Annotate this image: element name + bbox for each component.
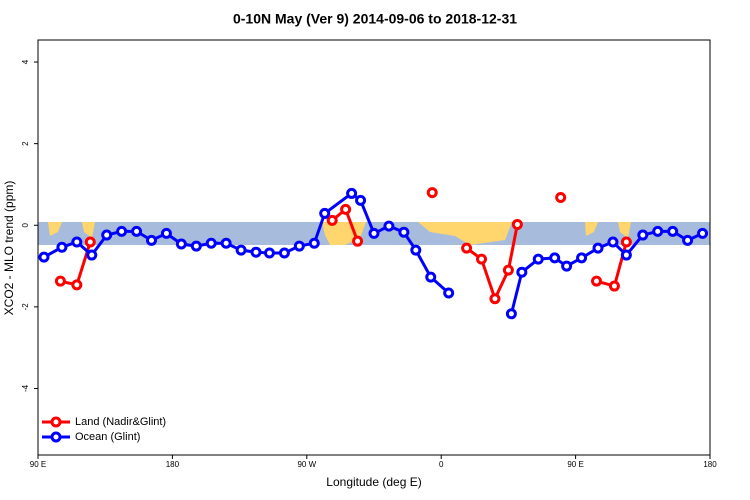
data-point	[620, 249, 632, 261]
data-point	[175, 238, 187, 250]
data-point	[250, 246, 262, 258]
land	[48, 222, 95, 238]
data-point	[383, 220, 395, 232]
data-point	[263, 247, 275, 259]
data-point	[205, 237, 217, 249]
y-tick-label: -2	[21, 303, 30, 311]
data-point	[278, 247, 290, 259]
data-point	[71, 279, 83, 291]
data-point	[56, 241, 68, 253]
data-point	[352, 235, 364, 247]
series-line	[43, 191, 704, 315]
x-tick-label: 90 W	[297, 460, 316, 469]
legend-label: Ocean (Glint)	[75, 431, 140, 443]
data-point	[620, 236, 632, 248]
legend-marker	[50, 431, 62, 443]
x-tick-label: 180	[166, 460, 180, 469]
x-axis-label: Longitude (deg E)	[326, 475, 421, 489]
x-tick-label: 180	[703, 460, 717, 469]
legend-label: Land (Nadir&Glint)	[75, 416, 166, 428]
data-point	[426, 187, 438, 199]
data-point	[54, 275, 66, 287]
data-point	[591, 275, 603, 287]
land	[418, 222, 512, 245]
data-point	[443, 287, 455, 299]
data-point	[682, 234, 694, 246]
data-point	[697, 227, 709, 239]
data-point	[476, 253, 488, 265]
data-point	[667, 225, 679, 237]
data-point	[489, 293, 501, 305]
data-point	[502, 264, 514, 276]
data-point	[308, 237, 320, 249]
data-point	[131, 225, 143, 237]
data-point	[608, 280, 620, 292]
data-point	[511, 218, 523, 230]
data-point	[38, 251, 50, 263]
data-point	[190, 240, 202, 252]
data-point	[340, 203, 352, 215]
plot-frame	[37, 39, 711, 456]
data-point	[160, 227, 172, 239]
data-point	[220, 237, 232, 249]
data-point	[532, 253, 544, 265]
y-tick-label: 4	[21, 59, 30, 64]
data-point	[576, 252, 588, 264]
data-point	[592, 242, 604, 254]
data-point	[505, 308, 517, 320]
data-point	[145, 234, 157, 246]
data-point	[549, 252, 561, 264]
data-point	[235, 244, 247, 256]
data-point	[84, 236, 96, 248]
data-point	[607, 236, 619, 248]
data-point	[86, 249, 98, 261]
data-point	[425, 271, 437, 283]
data-point	[652, 225, 664, 237]
x-tick-label: 90 E	[30, 460, 46, 469]
data-point	[116, 225, 128, 237]
x-tick-label: 0	[439, 460, 444, 469]
y-tick-label: -4	[21, 384, 30, 392]
data-point	[71, 236, 83, 248]
data-point	[637, 229, 649, 241]
y-axis-label: XCO2 - MLO trend (ppm)	[2, 181, 16, 316]
data-point	[516, 266, 528, 278]
data-point	[555, 192, 567, 204]
data-point	[410, 244, 422, 256]
data-point	[461, 242, 473, 254]
data-point	[293, 240, 305, 252]
data-point	[561, 260, 573, 272]
x-tick-label: 90 E	[567, 460, 583, 469]
data-point	[355, 194, 367, 206]
data-point	[346, 187, 358, 199]
data-point	[398, 226, 410, 238]
data-point	[101, 229, 113, 241]
data-point	[326, 214, 338, 226]
data-point	[319, 207, 331, 219]
data-point	[368, 227, 380, 239]
land	[585, 222, 631, 238]
y-tick-label: 0	[21, 222, 30, 227]
chart-title: 0-10N May (Ver 9) 2014-09-06 to 2018-12-…	[233, 11, 517, 27]
legend-marker	[50, 416, 62, 428]
y-tick-label: 2	[21, 141, 30, 146]
